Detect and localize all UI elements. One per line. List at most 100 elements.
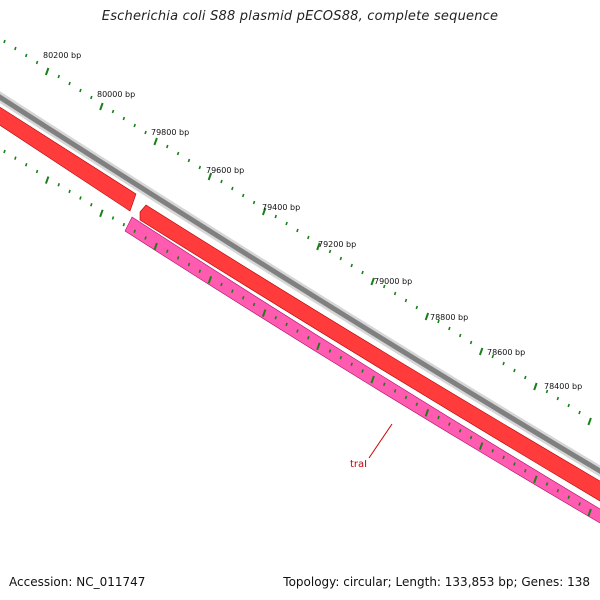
ruler-tick-major xyxy=(370,277,375,286)
ruler-tick-minor xyxy=(176,151,180,156)
ruler-tick-minor xyxy=(556,396,560,401)
forward-feature-left[interactable] xyxy=(0,104,137,212)
ruler-tick-minor xyxy=(502,455,505,460)
ruler-tick-minor xyxy=(274,315,278,320)
forward-feature-main[interactable] xyxy=(139,204,600,504)
ruler-label: 80200 bp xyxy=(43,51,81,60)
ruler-tick-major xyxy=(44,176,50,184)
ruler-tick-minor xyxy=(513,368,516,373)
ruler-tick-minor xyxy=(133,229,136,234)
ruler-tick-minor xyxy=(241,193,245,198)
ruler-tick-minor xyxy=(165,144,169,149)
ruler-tick-minor xyxy=(296,228,299,233)
ruler-tick-minor xyxy=(176,256,180,260)
ruler-tick-major xyxy=(316,342,321,351)
ruler-tick-minor xyxy=(415,402,419,406)
ruler-label: 78400 bp xyxy=(544,382,582,391)
ruler-tick-minor xyxy=(361,369,364,373)
ruler-tick-minor xyxy=(513,462,516,466)
ruler-tick-minor xyxy=(339,256,343,261)
ruler-tick-minor xyxy=(220,179,223,184)
ruler-tick-minor xyxy=(241,296,245,300)
ruler-label: 79400 bp xyxy=(262,203,300,212)
ruler-tick-minor xyxy=(144,130,147,135)
ruler-tick-minor xyxy=(404,395,408,400)
ruler-tick-minor xyxy=(35,60,39,65)
ruler-tick-minor xyxy=(252,200,256,205)
ruler-tick-minor xyxy=(545,482,549,486)
ruler-tick-minor xyxy=(350,263,353,268)
ruler-tick-minor xyxy=(448,422,451,426)
ruler-tick-minor xyxy=(111,109,115,114)
ruler-tick-minor xyxy=(231,289,234,293)
ruler-tick-major xyxy=(99,209,104,218)
ruler-label: 78600 bp xyxy=(487,348,525,357)
ruler-tick-major xyxy=(261,207,267,216)
ruler-tick-minor xyxy=(469,340,473,345)
ruler-tick-minor xyxy=(545,389,549,394)
ruler-tick-minor xyxy=(567,403,570,408)
ruler-tick-minor xyxy=(14,156,17,160)
ruler-tick-minor xyxy=(382,382,386,387)
ruler-tick-minor xyxy=(144,236,147,240)
ruler-tick-minor xyxy=(68,189,71,194)
ruler-tick-major xyxy=(370,375,375,384)
ruler-tick-major xyxy=(153,242,158,251)
ruler-tick-minor xyxy=(35,169,39,174)
ruler-tick-major xyxy=(153,137,158,146)
ruler-tick-minor xyxy=(187,262,191,267)
ruler-tick-minor xyxy=(328,349,332,353)
ruler-tick-major xyxy=(207,172,213,181)
ruler-tick-minor xyxy=(285,322,288,327)
ruler-label: 80000 bp xyxy=(97,90,135,99)
backbone-line-core xyxy=(0,94,600,474)
summary-text: Topology: circular; Length: 133,853 bp; … xyxy=(283,575,590,589)
ruler-tick-minor xyxy=(524,468,527,473)
gene-label-tral[interactable]: traI xyxy=(350,459,367,470)
page-title: Escherichia coli S88 plasmid pECOS88, co… xyxy=(101,9,499,24)
ruler-tick-major xyxy=(261,309,267,317)
ruler-tick-minor xyxy=(448,326,451,331)
ruler-tick-minor xyxy=(491,448,495,453)
ruler-tick-minor xyxy=(567,495,570,500)
ruler-labels: 80200 bp 80000 bp 79800 bp 79600 bp 79400 bp… xyxy=(43,51,582,391)
accession-text: Accession: NC_011747 xyxy=(9,575,146,589)
ruler-tick-minor xyxy=(296,329,299,333)
ruler-tick-minor xyxy=(437,319,440,324)
ruler-tick-minor xyxy=(198,165,202,170)
ruler-tick-minor xyxy=(220,282,223,287)
ruler-tick-minor xyxy=(79,88,82,93)
ruler-tick-minor xyxy=(578,410,581,415)
ruler-tick-minor xyxy=(469,435,473,440)
ruler-tick-major xyxy=(44,67,50,76)
ruler-tick-minor xyxy=(524,375,527,380)
ruler-tick-minor xyxy=(502,361,505,366)
ruler-label: 79000 bp xyxy=(374,277,412,286)
ruler-label: 78800 bp xyxy=(430,313,468,322)
ruler-tick-minor xyxy=(3,149,6,154)
ruler-tick-minor xyxy=(339,355,343,360)
ruler-tick-minor xyxy=(57,74,61,79)
ruler-tick-minor xyxy=(491,354,495,359)
ruler-label: 79200 bp xyxy=(318,240,356,249)
ruler-tick-minor xyxy=(307,235,310,240)
ruler-tick-minor xyxy=(111,216,115,220)
ruler-tick-minor xyxy=(437,415,440,420)
ruler-tick-minor xyxy=(90,202,93,207)
ruler-tick-minor xyxy=(404,298,408,303)
ruler-tick-minor xyxy=(133,123,136,128)
ruler-tick-minor xyxy=(458,333,462,338)
ruler-tick-major xyxy=(587,417,592,426)
ruler-tick-minor xyxy=(90,95,93,100)
ruler-tick-minor xyxy=(307,335,310,340)
ruler-tick-minor xyxy=(274,214,278,219)
ruler-tick-minor xyxy=(165,249,169,254)
ruler-tick-major xyxy=(478,442,484,450)
ruler-tick-minor xyxy=(328,249,332,254)
ruler-tick-minor xyxy=(252,302,256,307)
ruler-tick-minor xyxy=(122,116,126,121)
ruler-tick-major xyxy=(478,347,484,356)
ruler-tick-minor xyxy=(393,291,397,296)
ruler-tick-major xyxy=(316,242,321,251)
